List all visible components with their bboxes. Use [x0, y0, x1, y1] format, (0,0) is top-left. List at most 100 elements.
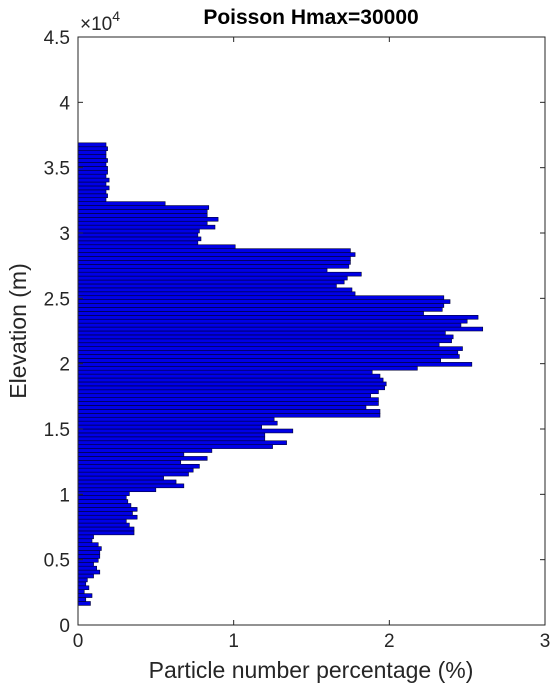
y-axis-label: Elevation (m): [5, 263, 31, 398]
bar: [77, 322, 462, 328]
bar: [77, 279, 345, 285]
bar: [77, 346, 463, 351]
bar: [77, 385, 385, 391]
bar: [77, 217, 219, 222]
bar: [77, 315, 479, 320]
y-tick-label: 1.5: [44, 420, 70, 441]
bar: [77, 463, 200, 469]
bar: [77, 189, 107, 195]
bar: [77, 256, 351, 261]
y-exponent-base: ×10: [80, 14, 112, 35]
ticks-group: 0 1 2 3 0 0.5 1 1.5 2 2.5 3 3.5 4 4.5: [44, 28, 551, 652]
bar: [77, 597, 87, 602]
bar: [77, 377, 384, 383]
bar: [77, 224, 216, 230]
bar: [77, 146, 108, 151]
bar: [77, 267, 328, 273]
bar: [77, 542, 99, 547]
bar: [77, 330, 446, 336]
bar: [77, 342, 440, 347]
bar: [77, 565, 97, 571]
y-tick-label: 0.5: [44, 551, 70, 572]
bar: [77, 264, 350, 269]
bar: [77, 303, 445, 308]
bar: [77, 432, 266, 438]
bar: [77, 154, 107, 159]
bar: [77, 593, 93, 598]
bar: [77, 589, 85, 594]
bar: [77, 295, 445, 300]
bars-group: [77, 142, 484, 606]
y-tick-label: 4: [59, 93, 70, 114]
bar: [77, 318, 468, 324]
bar: [77, 291, 356, 297]
bar: [77, 381, 387, 387]
bar: [77, 416, 275, 422]
y-tick-label: 2: [59, 355, 70, 376]
bar: [77, 166, 108, 171]
y-tick-label: 4.5: [44, 28, 70, 49]
bar: [77, 252, 356, 257]
bar: [77, 499, 129, 504]
bar: [77, 561, 94, 567]
bar: [77, 248, 351, 253]
bar: [77, 511, 133, 516]
bar: [77, 448, 213, 453]
y-tick-label: 3: [59, 224, 70, 245]
bar: [77, 150, 107, 155]
x-tick-label: 0: [73, 631, 84, 652]
bar: [77, 554, 101, 559]
bar: [77, 232, 199, 238]
bar: [77, 467, 194, 473]
bar: [77, 518, 127, 524]
bar: [77, 409, 381, 414]
bar: [77, 181, 107, 187]
bar: [77, 413, 381, 418]
bar: [77, 452, 185, 457]
x-tick-label: 3: [540, 631, 551, 652]
y-tick-label: 3.5: [44, 159, 70, 180]
bar: [77, 538, 93, 543]
bar: [77, 569, 101, 575]
bar: [77, 205, 210, 210]
bar: [77, 350, 459, 355]
y-tick-label: 0: [59, 616, 70, 637]
bar: [77, 373, 381, 379]
bar: [77, 530, 135, 536]
bar: [77, 142, 107, 148]
bar: [77, 185, 110, 191]
bar: [77, 491, 130, 496]
bar: [77, 471, 189, 477]
bar: [77, 393, 371, 398]
bar: [77, 283, 337, 289]
bar: [77, 405, 367, 410]
bar: [77, 334, 454, 340]
bar: [77, 534, 94, 540]
bar: [77, 487, 157, 493]
bar: [77, 420, 278, 426]
bar: [77, 546, 102, 551]
bar: [77, 436, 266, 442]
bar: [77, 601, 91, 606]
y-tick-label: 2.5: [44, 289, 70, 310]
bar: [77, 495, 127, 500]
bar: [77, 362, 473, 367]
bar: [77, 220, 208, 226]
bar: [77, 173, 107, 179]
bar: [77, 158, 108, 163]
bar: [77, 573, 94, 579]
bar: [77, 197, 107, 202]
bar: [77, 287, 353, 293]
bar: [77, 369, 373, 375]
y-exponent-label: ×104: [80, 8, 120, 35]
x-tick-label: 1: [228, 631, 239, 652]
bar: [77, 228, 200, 234]
bar: [77, 444, 273, 449]
chart-title: Poisson Hmax=30000: [203, 6, 418, 29]
x-tick-label: 2: [384, 631, 395, 652]
bar: [77, 271, 362, 277]
bar: [77, 577, 88, 583]
bar: [77, 440, 287, 445]
bar: [77, 526, 135, 532]
